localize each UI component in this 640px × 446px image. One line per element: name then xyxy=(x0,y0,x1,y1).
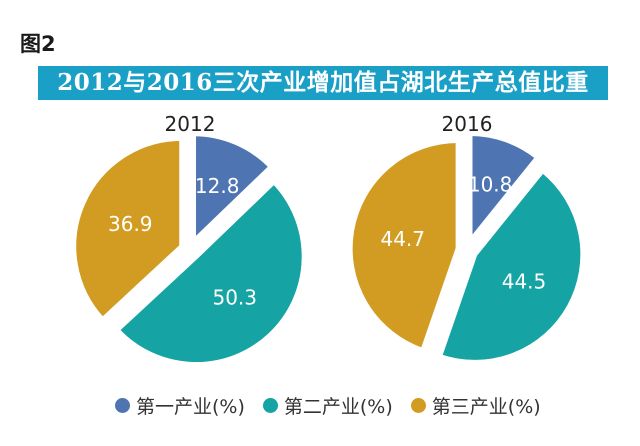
slice-2016-primary xyxy=(467,131,541,245)
pie-2012: 2012 12.8 50.3 36.9 xyxy=(71,112,307,367)
data-label-2016-secondary: 44.5 xyxy=(502,270,547,294)
slice-2016-secondary xyxy=(437,167,586,365)
data-label-2012-primary: 12.8 xyxy=(195,174,240,198)
legend: 第一产业(%) 第二产业(%) 第三产业(%) xyxy=(115,392,559,419)
data-label-2016-primary: 10.8 xyxy=(468,172,513,196)
pie-label-2016: 2016 xyxy=(442,112,493,136)
slice-2012-tertiary xyxy=(71,135,185,323)
slice-2016-tertiary xyxy=(347,138,461,354)
chart-title: 2012与2016三次产业增加值占湖北生产总值比重 xyxy=(38,66,608,100)
pie-2016: 2016 10.8 44.5 44.7 xyxy=(347,112,586,365)
pie-label-2012: 2012 xyxy=(165,112,216,136)
legend-label-tertiary: 第三产业(%) xyxy=(431,395,541,418)
legend-swatch-primary xyxy=(115,397,130,413)
legend-item-tertiary: 第三产业(%) xyxy=(410,392,541,419)
data-label-2012-tertiary: 36.9 xyxy=(108,212,153,236)
legend-swatch-tertiary xyxy=(410,397,426,413)
legend-label-primary: 第一产业(%) xyxy=(136,395,245,418)
legend-swatch-secondary xyxy=(262,397,278,413)
legend-item-secondary: 第二产业(%) xyxy=(262,392,393,419)
figure-label: 图2 xyxy=(20,32,56,56)
slice-2012-primary xyxy=(191,131,274,245)
legend-label-secondary: 第二产业(%) xyxy=(283,395,393,418)
data-label-2016-tertiary: 44.7 xyxy=(380,227,425,251)
slice-2012-secondary xyxy=(114,179,307,367)
data-label-2012-secondary: 50.3 xyxy=(212,285,257,309)
legend-item-primary: 第一产业(%) xyxy=(115,392,245,419)
